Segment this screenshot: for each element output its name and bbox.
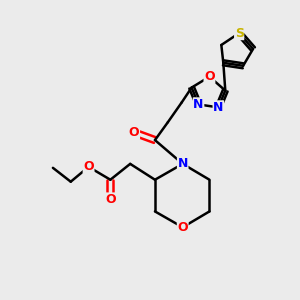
Text: O: O bbox=[105, 193, 116, 206]
Text: O: O bbox=[83, 160, 94, 173]
Text: N: N bbox=[178, 158, 188, 170]
Text: N: N bbox=[194, 98, 204, 111]
Text: O: O bbox=[177, 221, 188, 234]
Text: O: O bbox=[204, 70, 215, 83]
Text: N: N bbox=[213, 101, 224, 114]
Text: O: O bbox=[129, 126, 140, 139]
Text: S: S bbox=[235, 27, 244, 40]
